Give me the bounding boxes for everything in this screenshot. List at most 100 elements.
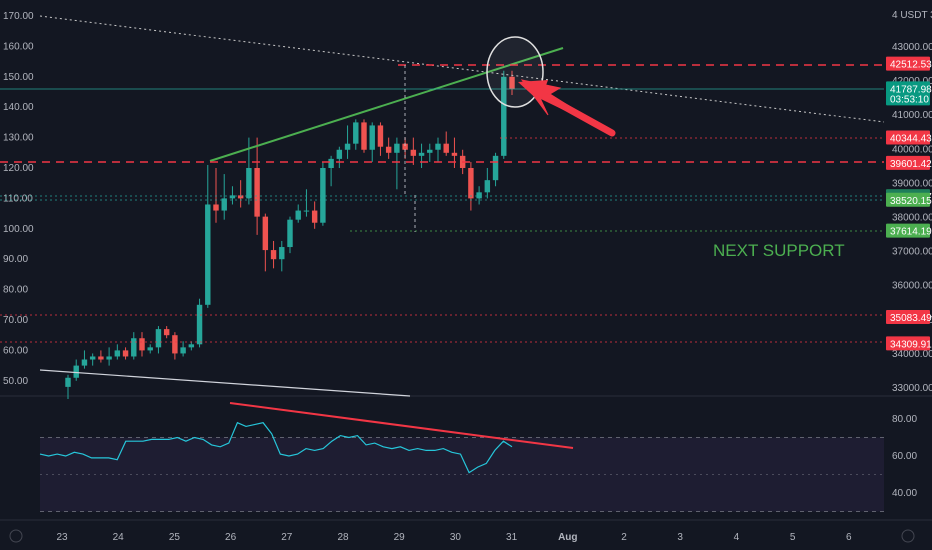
left-axis-tick-label: 70.00 xyxy=(3,315,28,326)
candle-body xyxy=(147,347,153,351)
left-axis-tick-label: 90.00 xyxy=(3,254,28,265)
price-badge xyxy=(886,81,930,106)
price-badge xyxy=(886,309,930,324)
candle-body xyxy=(435,143,441,150)
candle-body xyxy=(81,359,88,366)
candle-body xyxy=(139,338,145,351)
descending-trendline-bottom xyxy=(39,369,411,397)
candle-body xyxy=(353,122,359,144)
right-axis-tick-label: 41000.00 xyxy=(892,110,932,121)
time-axis-tick-label: 25 xyxy=(169,532,181,543)
price-badge-label: 41787.98 xyxy=(890,84,932,95)
candle-body xyxy=(65,377,71,387)
price-badge xyxy=(886,192,930,207)
candle-body xyxy=(196,304,203,345)
price-badge-label: 40344.43 xyxy=(890,134,932,145)
right-axis-tick-label: 38000.00 xyxy=(892,213,932,224)
price-badge xyxy=(886,155,930,170)
candle-body xyxy=(180,347,186,354)
candle-body xyxy=(188,344,195,348)
candle-body xyxy=(287,219,293,248)
candle-body xyxy=(361,122,367,150)
price-badge xyxy=(886,56,930,71)
time-axis-tick-label: 6 xyxy=(846,532,852,543)
time-axis-tick-label: 2 xyxy=(621,532,627,543)
candle-body xyxy=(311,210,318,223)
time-axis-tick-label: 3 xyxy=(677,532,683,543)
ascending-trendline xyxy=(209,47,564,162)
candle-body xyxy=(270,250,277,260)
candle-body xyxy=(410,149,417,156)
left-axis-tick-label: 100.00 xyxy=(3,224,34,235)
price-badge xyxy=(886,130,930,145)
right-axis-tick-label: 36000.00 xyxy=(892,281,932,292)
right-axis-tick-label: 43000.00 xyxy=(892,42,932,53)
time-axis-tick-label: 5 xyxy=(790,532,796,543)
candle-body xyxy=(155,329,162,348)
candle-body xyxy=(205,204,211,305)
right-axis-tick-label: 37000.00 xyxy=(892,247,932,258)
right-axis-tick-label: 33000.00 xyxy=(892,383,932,394)
right-axis-tick-label: 34000.00 xyxy=(892,349,932,360)
candle-body xyxy=(73,365,79,378)
price-badge-label: 38520.15 xyxy=(890,196,932,207)
time-axis-tick-label: 28 xyxy=(337,532,349,543)
time-axis-tick-label: 30 xyxy=(450,532,462,543)
candle-body xyxy=(451,152,458,156)
candle-body xyxy=(369,125,375,150)
candle-body xyxy=(122,350,129,357)
candle-body xyxy=(172,335,178,354)
candle-body xyxy=(89,356,96,360)
candle-body xyxy=(279,247,285,260)
rsi-axis-tick-label: 60.00 xyxy=(892,451,917,462)
candle-body xyxy=(254,168,260,217)
candle-body xyxy=(394,143,400,153)
candle-body xyxy=(468,168,474,199)
time-axis-tick-label: 27 xyxy=(281,532,293,543)
candle-body xyxy=(492,155,499,181)
candle-body xyxy=(418,152,425,156)
candle-body xyxy=(303,210,310,212)
red-arrow-shaft xyxy=(534,88,616,137)
rsi-line xyxy=(39,421,513,474)
candle-body xyxy=(509,76,515,89)
right-axis-tick-label: 39000.00 xyxy=(892,178,932,189)
candle-body xyxy=(98,356,104,360)
price-badge xyxy=(886,223,930,238)
candle-body xyxy=(385,146,392,153)
descending-trendline-top xyxy=(39,15,885,123)
candle-body xyxy=(114,350,121,357)
left-axis-tick-label: 80.00 xyxy=(3,285,28,296)
price-badge-label: 34309.91 xyxy=(890,339,932,350)
left-axis-tick-label: 120.00 xyxy=(3,163,34,174)
candle-body xyxy=(328,158,334,168)
candle-body xyxy=(501,76,507,156)
candle-body xyxy=(402,143,408,150)
candle-body xyxy=(106,356,112,360)
rsi-axis-tick-label: 40.00 xyxy=(892,488,917,499)
next-support-annotation: NEXT SUPPORT xyxy=(713,241,845,260)
candle-body xyxy=(163,329,170,336)
candle-body xyxy=(262,216,269,251)
left-axis-tick-label: 50.00 xyxy=(3,376,28,387)
candle-body xyxy=(484,180,491,193)
price-badge-label: 35083.49 xyxy=(890,313,932,324)
countdown-label: 03:53:10 xyxy=(890,94,929,105)
price-badge-label: 39601.42 xyxy=(890,159,932,170)
price-badge-label: 37614.19 xyxy=(890,227,932,238)
candle-body xyxy=(377,125,384,147)
candle-body xyxy=(213,204,219,211)
candle-body xyxy=(229,195,236,199)
time-axis-tick-label: 29 xyxy=(394,532,406,543)
left-axis-tick-label: 60.00 xyxy=(3,345,28,356)
candle-body xyxy=(344,143,351,150)
price-badge-label: 42512.53 xyxy=(890,60,932,71)
left-axis-tick-label: 140.00 xyxy=(3,102,34,113)
time-axis-tick-label: 4 xyxy=(734,532,740,543)
candle-body xyxy=(443,143,449,153)
candle-body xyxy=(295,210,301,220)
candles-group xyxy=(65,70,515,400)
